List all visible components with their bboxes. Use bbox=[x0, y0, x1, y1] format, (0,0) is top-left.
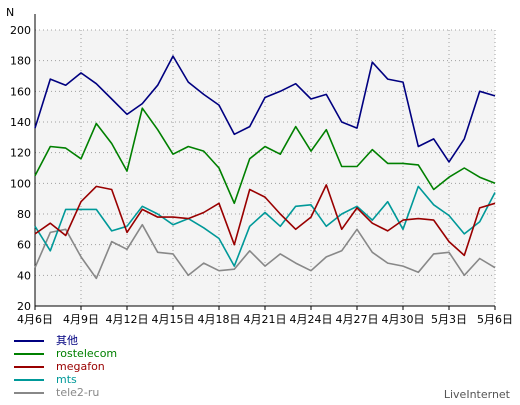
legend-label: megafon bbox=[56, 360, 105, 373]
legend-swatch bbox=[14, 392, 44, 394]
y-tick-label: 120 bbox=[10, 147, 31, 160]
y-tick-label: 180 bbox=[10, 55, 31, 68]
series-line bbox=[34, 184, 496, 257]
x-tick-label: 4月18日 bbox=[198, 313, 241, 326]
legend-swatch bbox=[14, 379, 44, 381]
x-tick-label: 4月12日 bbox=[106, 313, 149, 326]
y-tick-label: 140 bbox=[10, 116, 31, 129]
legend-label: rostelecom bbox=[56, 347, 118, 360]
x-tick-label: 4月24日 bbox=[290, 313, 333, 326]
y-tick-label: 200 bbox=[10, 24, 31, 37]
y-axis-label: N bbox=[6, 6, 14, 19]
x-tick-label: 4月30日 bbox=[382, 313, 425, 326]
x-tick-label: 4月15日 bbox=[152, 313, 195, 326]
brand-label: LiveInternet bbox=[443, 388, 510, 401]
y-tick-label: 60 bbox=[17, 239, 31, 252]
legend-swatch bbox=[14, 366, 44, 368]
series-line bbox=[34, 107, 496, 205]
series-line bbox=[34, 55, 496, 163]
legend-label: 其他 bbox=[56, 334, 78, 347]
x-tick-label: 4月27日 bbox=[336, 313, 379, 326]
legend-label: tele2-ru bbox=[56, 386, 100, 399]
x-tick-label: 4月6日 bbox=[17, 313, 53, 326]
x-tick-label: 5月3日 bbox=[431, 313, 467, 326]
y-tick-label: 160 bbox=[10, 85, 31, 98]
y-tick-label: 20 bbox=[17, 300, 31, 313]
x-tick-label: 4月21日 bbox=[244, 313, 287, 326]
series-line bbox=[34, 185, 496, 267]
legend-label: mts bbox=[56, 373, 77, 386]
legend-swatch bbox=[14, 340, 44, 342]
x-tick-label: 4月9日 bbox=[63, 313, 99, 326]
y-tick-label: 40 bbox=[17, 269, 31, 282]
plot-area bbox=[35, 30, 495, 306]
series-line bbox=[34, 223, 496, 280]
x-tick-label: 5月6日 bbox=[477, 313, 513, 326]
legend-swatch bbox=[14, 353, 44, 355]
y-tick-label: 100 bbox=[10, 177, 31, 190]
y-tick-label: 80 bbox=[17, 208, 31, 221]
